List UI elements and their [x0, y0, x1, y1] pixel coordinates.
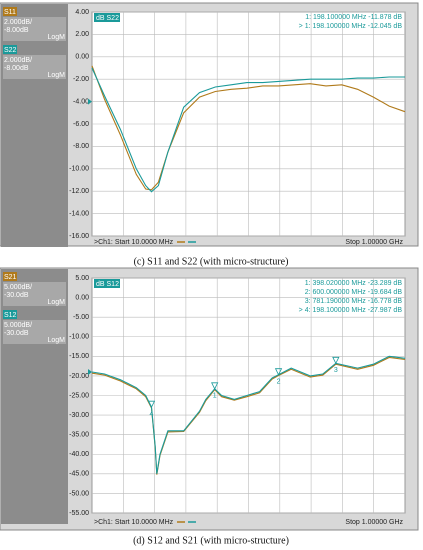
trace-ref: -8.00dB	[4, 27, 29, 34]
trace-format: LogM	[47, 337, 65, 344]
marker	[147, 400, 156, 409]
x-stop-label: Stop 1.00000 GHz	[345, 519, 403, 526]
y-tick-label: -5.00	[73, 314, 89, 321]
x-start-label: >Ch1: Start 10.0000 MHz	[94, 239, 174, 246]
legend-label: S12	[4, 312, 17, 319]
chart-title: dB S12	[96, 281, 119, 288]
trace-box	[3, 320, 66, 344]
y-tick-label: -10.00	[69, 166, 89, 173]
trace-scale: 5.000dB/	[4, 322, 32, 329]
x-stop-label: Stop 1.00000 GHz	[345, 239, 403, 246]
y-tick-label: -40.00	[69, 451, 89, 458]
y-tick-label: -45.00	[69, 471, 89, 478]
y-tick-label: 0.00	[75, 54, 89, 61]
y-tick-label: -15.00	[69, 353, 89, 360]
x-start-label: >Ch1: Start 10.0000 MHz	[94, 519, 174, 526]
y-tick-label: -25.00	[69, 392, 89, 399]
trace-scale: 5.000dB/	[4, 284, 32, 291]
marker	[211, 382, 219, 390]
trace-box	[3, 55, 66, 79]
y-tick-label: -55.00	[69, 510, 89, 517]
trace-tag	[3, 310, 17, 319]
marker-label: 4	[150, 411, 154, 418]
trace-tag	[3, 7, 17, 16]
marker-label: 3	[334, 367, 338, 374]
y-tick-label: -10.00	[69, 334, 89, 341]
legend-label: S11	[4, 9, 16, 16]
title-box	[94, 279, 120, 288]
trace-box	[3, 282, 66, 306]
trace-scale: 2.000dB/	[4, 57, 32, 64]
trace-format: LogM	[47, 72, 65, 79]
trace-ref: -30.0dB	[4, 292, 29, 299]
title-box	[94, 13, 120, 22]
caption: (d) S12 and S21 (with micro-structure)	[133, 535, 289, 546]
trace-format: LogM	[47, 34, 65, 41]
marker	[274, 368, 283, 376]
y-tick-label: -12.00	[69, 188, 89, 195]
y-tick-label: -2.00	[73, 76, 89, 83]
legend-label: S21	[4, 274, 17, 281]
ref-arrow	[88, 98, 92, 105]
marker-label: 1	[213, 393, 217, 400]
trace-tag	[3, 45, 17, 54]
marker-readout: 1: 398.020000 MHz -23.289 dB	[305, 280, 403, 287]
trace-format: LogM	[47, 299, 65, 306]
y-tick-label: -14.00	[69, 210, 89, 217]
trace-tag	[3, 272, 17, 281]
y-tick-label: -20.00	[69, 373, 89, 380]
y-tick-label: -50.00	[69, 490, 89, 497]
trace-line	[91, 67, 405, 193]
y-tick-label: 5.00	[75, 275, 89, 282]
marker-readout: 1: 198.100000 MHz -11.878 dB	[305, 14, 402, 21]
y-tick-label: -35.00	[69, 432, 89, 439]
sidebar	[1, 269, 68, 524]
marker-readout: 3: 781.190000 MHz -16.778 dB	[305, 298, 403, 305]
marker	[332, 356, 340, 365]
trace-ref: -8.00dB	[4, 65, 29, 72]
trace-line	[91, 65, 406, 191]
trace-box	[3, 17, 66, 41]
y-tick-label: -6.00	[73, 121, 89, 128]
marker-readout: > 4: 198.100000 MHz -27.987 dB	[299, 307, 403, 314]
y-tick-label: -8.00	[73, 143, 89, 150]
sidebar	[1, 4, 68, 247]
y-tick-label: 4.00	[75, 9, 89, 16]
y-tick-label: -16.00	[69, 233, 89, 240]
trace-scale: 2.000dB/	[4, 19, 32, 26]
legend-label: S22	[4, 47, 17, 54]
marker-label: 2	[277, 379, 281, 386]
y-tick-label: -4.00	[73, 98, 89, 105]
ref-arrow	[88, 369, 92, 375]
marker-readout: 2: 600.000000 MHz -19.684 dB	[305, 289, 403, 296]
y-tick-label: 2.00	[75, 31, 89, 38]
chart-title: dB S22	[96, 15, 119, 22]
y-tick-label: -30.00	[69, 412, 89, 419]
marker-readout: > 1: 198.100000 MHz -12.045 dB	[299, 23, 403, 30]
caption: (c) S11 and S22 (with micro-structure)	[134, 256, 289, 267]
y-tick-label: 0.00	[75, 294, 89, 301]
trace-ref: -30.0dB	[4, 330, 29, 337]
